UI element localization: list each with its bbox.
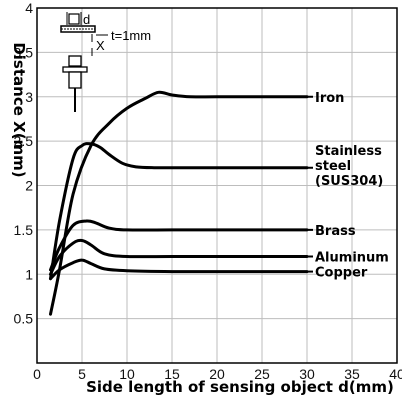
series-label: (SUS304) xyxy=(315,174,383,189)
y-tick-label: 4 xyxy=(25,0,33,16)
sensor-head xyxy=(68,55,82,67)
d-label: d xyxy=(83,12,90,27)
series-label: Iron xyxy=(315,91,344,106)
y-tick-label: 1 xyxy=(25,266,33,282)
plot-frame xyxy=(36,7,398,364)
x-tick-label: 0 xyxy=(33,366,41,382)
x-tick-label: 20 xyxy=(209,366,225,382)
sensor-diagram: d t=1mm X xyxy=(60,12,151,112)
y-tick-label: 3 xyxy=(25,89,33,105)
sensor-body xyxy=(68,71,82,89)
x-tick-label: 5 xyxy=(78,366,86,382)
series-line-aluminum xyxy=(49,238,309,276)
series-line-stainless-steel-sus304 xyxy=(49,142,309,281)
x-tick-label: 35 xyxy=(344,366,360,382)
x-gap-label: X xyxy=(96,38,105,53)
sensor-nut xyxy=(62,66,88,73)
x-tick-label: 40 xyxy=(389,366,402,382)
series-label: Stainless xyxy=(315,144,382,159)
target-side xyxy=(68,13,80,25)
tick-labels: 0 5 10 15 20 25 30 35 40 0.5 1 1.5 2 2.5 3 3.5 4 xyxy=(14,0,402,382)
y-tick-label: 2.5 xyxy=(14,133,34,149)
series-group xyxy=(49,90,309,316)
series-line-brass xyxy=(49,219,309,272)
x-tick-label: 15 xyxy=(164,366,180,382)
y-tick-label: 3.5 xyxy=(14,44,34,60)
y-axis-title: Distance X(mm) xyxy=(10,42,28,177)
x-tick-label: 10 xyxy=(119,366,135,382)
series-label: Copper xyxy=(315,266,368,281)
y-tick-label: 1.5 xyxy=(14,222,34,238)
x-tick-label: 25 xyxy=(254,366,270,382)
series-line-copper xyxy=(49,258,309,281)
x-axis-title: Side length of sensing object d(mm) xyxy=(86,378,394,396)
y-tick-label: 2 xyxy=(25,178,33,194)
series-label: Brass xyxy=(315,224,356,239)
series-line-iron xyxy=(49,90,309,316)
series-label: Aluminum xyxy=(315,251,389,266)
axes xyxy=(36,7,398,364)
series-label: steel xyxy=(315,159,351,174)
y-tick-label: 0.5 xyxy=(14,311,34,327)
x-tick-label: 30 xyxy=(299,366,315,382)
t-label: t=1mm xyxy=(111,28,151,43)
